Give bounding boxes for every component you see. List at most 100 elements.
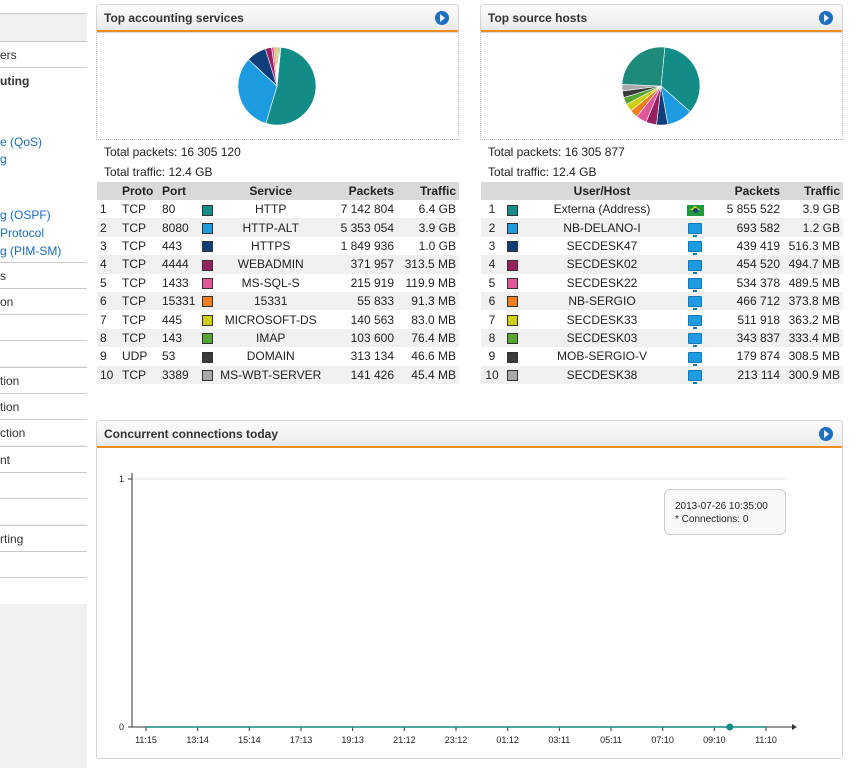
sidebar-item[interactable]: ers: [0, 41, 87, 67]
row-service[interactable]: MICROSOFT-DS: [224, 312, 317, 327]
row-service[interactable]: HTTPS: [251, 238, 291, 253]
computer-icon: [688, 278, 702, 293]
row-color: [198, 255, 217, 274]
row-host[interactable]: NB-DELANO-I: [521, 218, 683, 237]
sidebar-link-protocol[interactable]: Protocol: [0, 226, 45, 240]
sidebar-item[interactable]: rting: [0, 525, 87, 551]
row-service[interactable]: 15331: [216, 291, 325, 311]
host-row[interactable]: 4 SECDESK02 454 520 494.7 MB: [481, 255, 843, 274]
sidebar-item[interactable]: [0, 498, 87, 524]
service-row[interactable]: 10 TCP 3389 MS-WBT-SERVER 141 426 45.4 MB: [97, 365, 459, 384]
row-host[interactable]: SECDESK33: [566, 312, 638, 327]
row-service[interactable]: IMAP: [216, 328, 325, 348]
sidebar-item[interactable]: tion: [0, 393, 87, 419]
service-row[interactable]: 2 TCP 8080 HTTP-ALT 5 353 054 3.9 GB: [97, 218, 459, 237]
sidebar-item[interactable]: [0, 472, 87, 498]
row-service[interactable]: WEBADMIN: [216, 255, 325, 274]
col-traffic[interactable]: Traffic: [783, 182, 843, 200]
sidebar-item-label: ers: [0, 48, 17, 62]
x-tick-label: 19:13: [341, 735, 364, 745]
row-traffic: 516.3 MB: [788, 238, 840, 253]
service-row[interactable]: 7 TCP 445 MICROSOFT-DS 140 563 83.0 MB: [97, 310, 459, 328]
row-index: 2: [97, 218, 119, 237]
col-service[interactable]: Service: [216, 182, 325, 200]
service-row[interactable]: 5 TCP 1433 MS-SQL-S 215 919 119.9 MB: [97, 274, 459, 292]
sidebar-item[interactable]: nt: [0, 446, 87, 472]
sidebar-item[interactable]: on: [0, 288, 87, 314]
service-row[interactable]: 8 TCP 143 IMAP 103 600 76.4 MB: [97, 328, 459, 348]
row-traffic: 83.0 MB: [411, 312, 456, 327]
tooltip-time: 2013-07-26 10:35:00: [675, 501, 768, 512]
row-host[interactable]: SECDESK47: [566, 238, 638, 253]
host-row[interactable]: 3 SECDESK47 439 419 516.3 MB: [481, 237, 843, 256]
pie-slice[interactable]: [660, 46, 701, 113]
pie-slice[interactable]: [237, 59, 278, 124]
host-row[interactable]: 7 SECDESK33 511 918 363.2 MB: [481, 310, 843, 329]
sidebar-link-ospf[interactable]: g (OSPF): [0, 208, 51, 222]
service-row[interactable]: 1 TCP 80 HTTP 7 142 804 6.4 GB: [97, 200, 459, 218]
host-row[interactable]: 1 Externa (Address) 5 855 522 3.9 GB: [481, 200, 843, 218]
row-traffic: 6.4 GB: [418, 202, 456, 217]
col-proto[interactable]: Proto: [119, 182, 159, 200]
row-host[interactable]: NB-SERGIO: [521, 291, 683, 311]
connections-panel-title: Concurrent connections today: [104, 427, 279, 441]
col-packets[interactable]: Packets: [325, 182, 397, 200]
row-service[interactable]: HTTP-ALT: [216, 218, 325, 237]
services-more-icon[interactable]: [435, 11, 449, 25]
service-row[interactable]: 9 UDP 53 DOMAIN 313 134 46.6 MB: [97, 347, 459, 365]
sidebar-link-qos[interactable]: e (QoS): [0, 135, 43, 149]
col-traffic[interactable]: Traffic: [397, 182, 459, 200]
flag-brazil-icon: [686, 204, 704, 216]
service-row[interactable]: 6 TCP 15331 15331 55 833 91.3 MB: [97, 291, 459, 311]
col-packets[interactable]: Packets: [707, 182, 783, 200]
y-tick-label: 1: [119, 474, 124, 484]
row-icon: [683, 218, 707, 237]
sidebar-item[interactable]: [0, 340, 87, 366]
sidebar-link-pim-sm[interactable]: g (PIM-SM): [0, 244, 62, 258]
sidebar-item[interactable]: s: [0, 262, 87, 288]
x-tick-label: 09:10: [703, 735, 726, 745]
row-packets: 140 563: [350, 312, 394, 327]
row-service[interactable]: MS-SQL-S: [241, 275, 300, 290]
x-tick-label: 03:11: [548, 735, 570, 745]
services-totals: Total packets: 16 305 120 Total traffic:…: [104, 142, 241, 182]
col-user-host[interactable]: User/Host: [521, 182, 683, 200]
sidebar-item[interactable]: ction: [0, 419, 87, 445]
row-host[interactable]: SECDESK02: [521, 255, 683, 274]
row-host[interactable]: Externa (Address): [553, 202, 651, 217]
host-row[interactable]: 5 SECDESK22 534 378 489.5 MB: [481, 274, 843, 293]
row-service[interactable]: DOMAIN: [246, 349, 295, 364]
row-host[interactable]: SECDESK22: [566, 275, 638, 290]
service-row[interactable]: 4 TCP 4444 WEBADMIN 371 957 313.5 MB: [97, 255, 459, 274]
row-packets: 141 426: [325, 365, 397, 384]
sidebar-item-accounting[interactable]: uting: [0, 67, 87, 93]
pie-slice[interactable]: [276, 46, 282, 87]
row-color: [198, 218, 217, 237]
host-row[interactable]: 2 NB-DELANO-I 693 582 1.2 GB: [481, 218, 843, 237]
host-row[interactable]: 10 SECDESK38 213 114 300.9 MB: [481, 365, 843, 385]
hosts-more-icon[interactable]: [819, 11, 833, 25]
pie-slice[interactable]: [621, 46, 666, 87]
col-port[interactable]: Port: [159, 182, 199, 200]
row-host[interactable]: MOB-SERGIO-V: [556, 349, 647, 364]
row-host[interactable]: SECDESK38: [521, 365, 683, 384]
row-packets: 313 134: [350, 349, 394, 364]
row-packets: 371 957: [325, 255, 397, 274]
sidebar-item[interactable]: [0, 314, 87, 340]
host-row[interactable]: 6 NB-SERGIO 466 712 373.8 MB: [481, 291, 843, 311]
host-row[interactable]: 8 SECDESK03 343 837 333.4 MB: [481, 328, 843, 348]
connections-more-icon[interactable]: [819, 427, 833, 441]
row-host[interactable]: SECDESK03: [521, 328, 683, 348]
sidebar-item[interactable]: [0, 551, 87, 577]
row-color: [503, 237, 521, 255]
row-traffic: 1.2 GB: [783, 218, 843, 237]
host-row[interactable]: 9 MOB-SERGIO-V 179 874 308.5 MB: [481, 347, 843, 366]
col-icon: [683, 182, 707, 200]
sidebar-link[interactable]: g: [0, 152, 7, 166]
service-row[interactable]: 3 TCP 443 HTTPS 1 849 936 1.0 GB: [97, 237, 459, 255]
x-tick-label: 13:14: [186, 735, 209, 745]
row-service[interactable]: MS-WBT-SERVER: [216, 365, 325, 384]
pie-slice[interactable]: [265, 46, 317, 126]
row-service[interactable]: HTTP: [255, 202, 287, 217]
sidebar-item[interactable]: tion: [0, 367, 87, 393]
